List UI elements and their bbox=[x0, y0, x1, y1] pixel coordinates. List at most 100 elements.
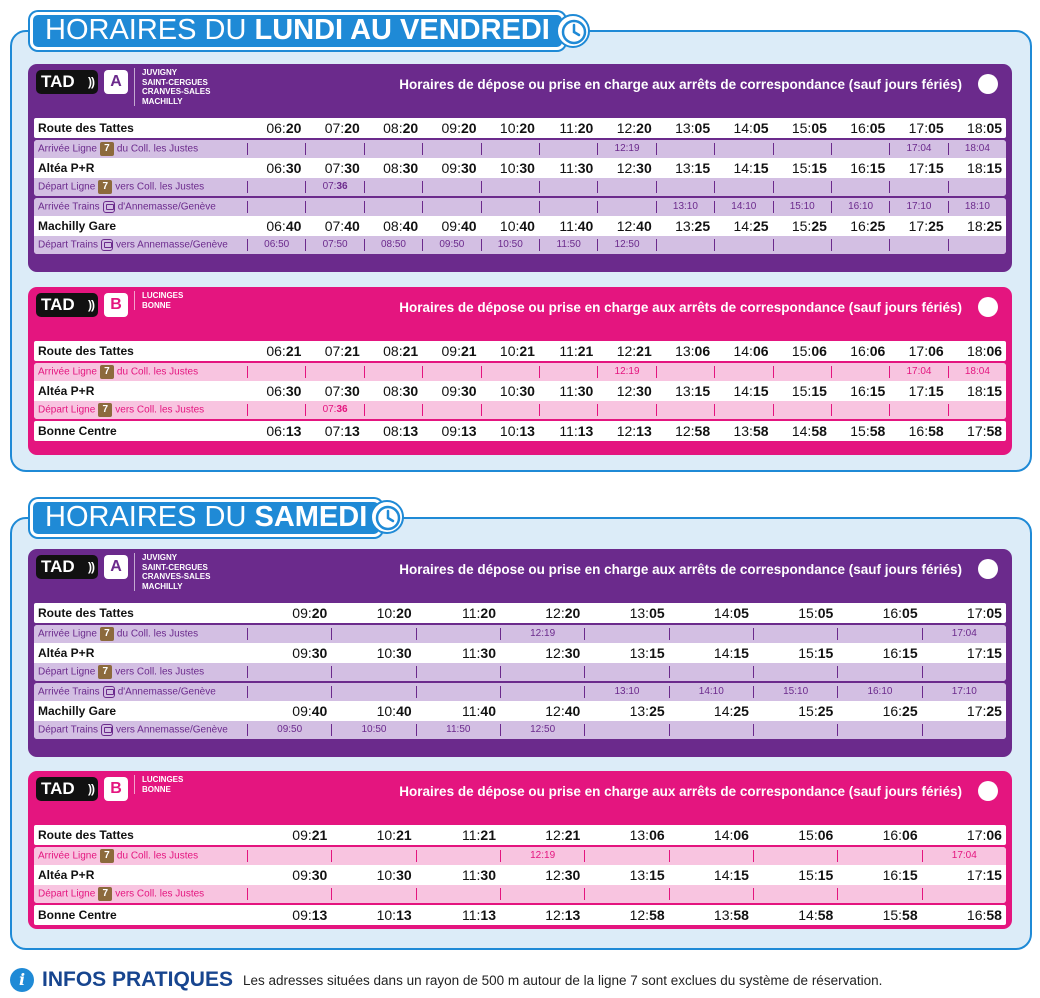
connection-time bbox=[889, 239, 947, 251]
time-cell: 08:20 bbox=[383, 120, 419, 136]
connection-time bbox=[837, 724, 921, 736]
line-letter: B bbox=[104, 777, 128, 801]
connection-time bbox=[830, 239, 889, 251]
stop-name: Route des Tattes bbox=[38, 121, 134, 135]
connection-time: 17:04 bbox=[889, 143, 947, 155]
connection-label: Départ Ligne 7 vers Coll. les Justes bbox=[38, 180, 205, 194]
time-cell: 15:15 bbox=[791, 383, 827, 399]
connection-time bbox=[837, 628, 921, 640]
time-cell: 10:13 bbox=[376, 907, 412, 923]
panel-header: TAD)) B LUCINGES BONNE Horaires de dépose ou… bbox=[34, 287, 1006, 341]
time-cell: 06:20 bbox=[266, 120, 302, 136]
time-cell: 17:06 bbox=[908, 343, 944, 359]
time-cell: 16:15 bbox=[882, 867, 918, 883]
stop-name: Altéa P+R bbox=[38, 868, 95, 882]
connection-time bbox=[668, 724, 753, 736]
time-cell: 09:21 bbox=[441, 343, 477, 359]
connection-time bbox=[947, 239, 1006, 251]
connection-time: 17:10 bbox=[889, 201, 947, 213]
route-tattes-row: Route des Tattes 06:21 07:21 08:21 09:21 10:2… bbox=[34, 341, 1006, 361]
connection-time bbox=[714, 239, 772, 251]
time-cell: 13:58 bbox=[713, 907, 749, 923]
dep-l7-row: Départ Ligne 7 vers Coll. les Justes 07:36 bbox=[34, 401, 1006, 419]
time-cell: 14:58 bbox=[798, 907, 834, 923]
connection-time bbox=[584, 850, 668, 862]
altea-group: Arrivée Ligne 7 du Coll. les Justes 12:19 17… bbox=[34, 847, 1006, 903]
connection-time bbox=[752, 628, 837, 640]
connection-time bbox=[655, 181, 714, 193]
time-cell: 14:05 bbox=[713, 605, 749, 621]
line-7-badge: 7 bbox=[99, 142, 114, 156]
time-cell: 18:06 bbox=[967, 343, 1003, 359]
time-cell: 12:20 bbox=[545, 605, 581, 621]
panel-header-text: Horaires de dépose ou prise en charge au… bbox=[399, 300, 962, 315]
connection-time bbox=[597, 181, 655, 193]
time-cell: 12:30 bbox=[545, 645, 581, 661]
time-cell: 10:20 bbox=[499, 120, 535, 136]
time-cell: 15:06 bbox=[791, 343, 827, 359]
time-cell: 14:15 bbox=[713, 867, 749, 883]
connection-time bbox=[305, 366, 363, 378]
connection-time bbox=[830, 181, 889, 193]
time-cell: 16:06 bbox=[882, 827, 918, 843]
line-7-badge: 7 bbox=[98, 665, 113, 679]
time-cell: 15:58 bbox=[882, 907, 918, 923]
time-cell: 14:58 bbox=[791, 423, 827, 439]
time-cell: 15:25 bbox=[798, 703, 834, 719]
time-cell: 13:05 bbox=[675, 120, 711, 136]
time-cell: 18:15 bbox=[967, 383, 1003, 399]
stop-name: Altéa P+R bbox=[38, 646, 95, 660]
connection-time: 07:36 bbox=[305, 181, 363, 193]
time-cell: 16:15 bbox=[882, 645, 918, 661]
altea-group: Arrivée Ligne 7 du Coll. les Justes 12:19 17… bbox=[34, 363, 1006, 419]
connection-time bbox=[772, 239, 831, 251]
connection-time: 07:36 bbox=[305, 404, 363, 416]
time-cell: 12:58 bbox=[629, 907, 665, 923]
connection-time: 12:19 bbox=[597, 366, 655, 378]
connection-time bbox=[830, 366, 889, 378]
signal-icon: )) bbox=[88, 298, 95, 312]
connection-time bbox=[363, 201, 422, 213]
connection-time: 09:50 bbox=[422, 239, 480, 251]
connection-time bbox=[714, 143, 772, 155]
time-cell: 16:58 bbox=[966, 907, 1002, 923]
weekday-panel-a: TAD)) A JUVIGNY SAINT-CERGUES CRANVES-SALES M… bbox=[28, 64, 1012, 272]
time-cell: 15:15 bbox=[798, 645, 834, 661]
time-cell: 06:30 bbox=[266, 160, 302, 176]
time-cell: 11:30 bbox=[461, 867, 496, 883]
panel-header-text: Horaires de dépose ou prise en charge au… bbox=[399, 784, 962, 799]
tad-badge: TAD)) bbox=[36, 293, 98, 317]
connection-label: Arrivée Ligne 7 du Coll. les Justes bbox=[38, 627, 199, 641]
connection-time bbox=[837, 666, 921, 678]
saturday-panel-a: TAD)) A JUVIGNY SAINT-CERGUES CRANVES-SALES M… bbox=[28, 549, 1012, 757]
connection-time bbox=[921, 888, 1006, 900]
dep-l7-row: Départ Ligne 7 vers Coll. les Justes bbox=[34, 885, 1006, 903]
stop-name: Altéa P+R bbox=[38, 384, 95, 398]
time-cell: 17:05 bbox=[908, 120, 944, 136]
time-cell: 09:30 bbox=[441, 383, 477, 399]
time-cell: 14:25 bbox=[713, 703, 749, 719]
time-cell: 11:20 bbox=[461, 605, 496, 621]
connection-time bbox=[752, 850, 837, 862]
time-cell: 17:25 bbox=[966, 703, 1002, 719]
connection-label: Arrivée Trains d'Annemasse/Genève bbox=[38, 201, 216, 213]
time-cell: 14:15 bbox=[733, 160, 769, 176]
time-cell: 16:25 bbox=[882, 703, 918, 719]
connection-time bbox=[752, 666, 837, 678]
connection-time bbox=[772, 366, 831, 378]
time-cell: 15:05 bbox=[798, 605, 834, 621]
route-tattes-row: Route des Tattes 06:20 07:20 08:20 09:20 10:2… bbox=[34, 118, 1006, 138]
dep-train-row: Départ Trains vers Annemasse/Genève 06:50 0… bbox=[34, 236, 1006, 254]
connection-time bbox=[415, 666, 500, 678]
time-cell: 11:40 bbox=[559, 218, 594, 234]
train-icon bbox=[102, 201, 115, 213]
connection-time bbox=[247, 686, 331, 698]
arr-l7-row: Arrivée Ligne 7 du Coll. les Justes 12:19 17… bbox=[34, 140, 1006, 158]
panel-header-text: Horaires de dépose ou prise en charge au… bbox=[399, 77, 962, 92]
panel-header: TAD)) A JUVIGNY SAINT-CERGUES CRANVES-SALES M… bbox=[34, 549, 1006, 603]
connection-time bbox=[331, 686, 415, 698]
connection-time bbox=[584, 888, 668, 900]
time-cell: 12:40 bbox=[616, 218, 652, 234]
connection-time: 11:50 bbox=[538, 239, 597, 251]
time-cell: 17:58 bbox=[967, 423, 1003, 439]
